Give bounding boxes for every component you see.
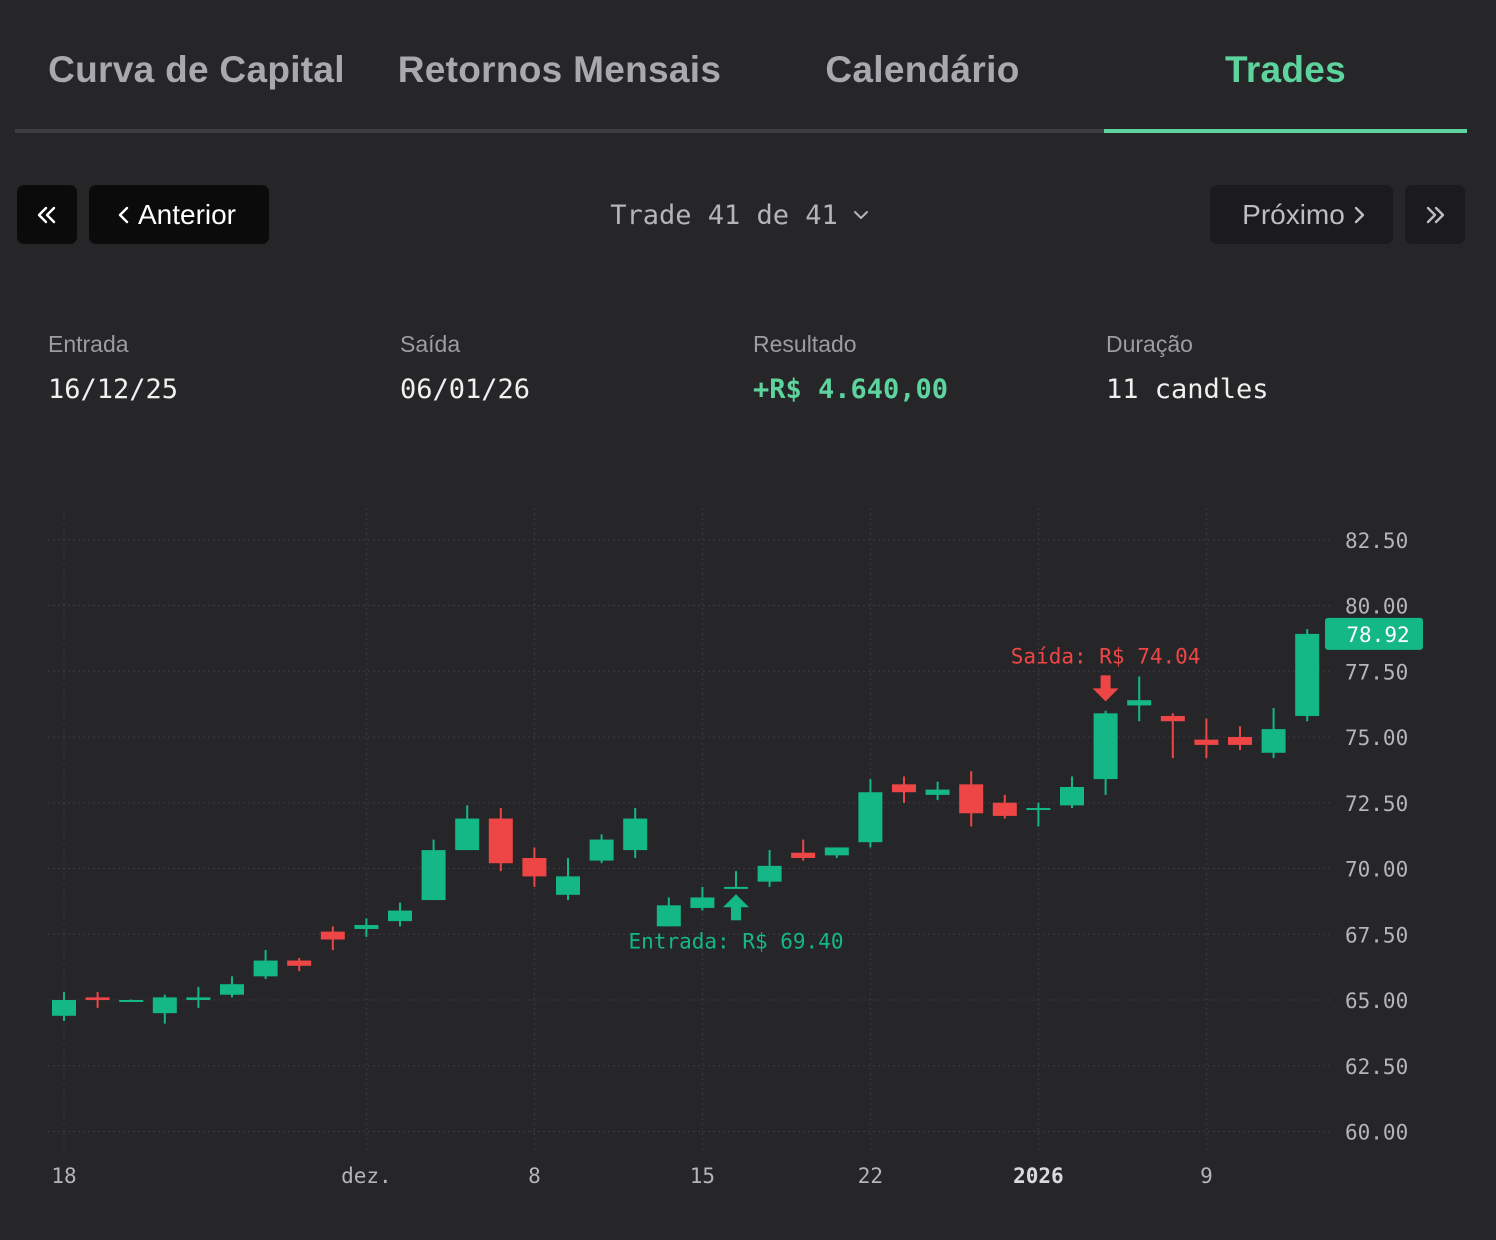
y-tick-label: 60.00 [1345,1121,1408,1145]
candle-body [959,784,984,814]
candle-body [589,839,614,861]
candle-body [1060,786,1084,806]
candle-body [52,1000,76,1016]
y-tick-label: 77.50 [1345,660,1408,684]
last-price-badge [1325,617,1423,650]
last-trade-button[interactable] [1405,185,1465,244]
exit-arrow-icon [1092,675,1119,702]
candle-body [455,818,480,851]
candle-body [656,905,681,927]
x-tick-label: 8 [528,1164,541,1188]
candle-body [1295,633,1320,716]
stat-result-value: +R$ 4.640,00 [753,374,949,405]
stat-exit-value: 06/01/26 [400,374,531,405]
tab-monthly-returns[interactable]: Retornos Mensais [397,49,722,90]
first-trade-button[interactable] [17,185,77,244]
candle-body [1261,729,1286,753]
stat-entry-value: 16/12/25 [48,374,179,405]
candle-body [1228,737,1252,745]
y-tick-label: 80.00 [1345,595,1408,619]
y-tick-label: 70.00 [1345,858,1408,882]
entry-arrow-icon [723,894,749,921]
double-chevron-left-icon [36,204,58,226]
y-tick-label: 62.50 [1345,1055,1408,1079]
candle-body [320,931,345,940]
y-tick-label: 72.50 [1345,792,1408,816]
candle-body [791,852,816,858]
y-tick-label: 65.00 [1345,989,1408,1013]
candle-body [757,865,782,882]
chevron-down-icon [852,209,870,221]
tab-trades[interactable]: Trades [1224,49,1347,90]
next-trade-label: Próximo [1242,198,1345,230]
stat-duration-label: Duração [1106,331,1193,357]
candle-body [85,997,110,1000]
last-price-label: 78.92 [1346,623,1409,647]
chevron-left-icon [116,204,132,226]
stat-entry: Entrada 16/12/25 [48,328,178,410]
candle-body [724,886,748,889]
candle-body [253,960,278,977]
candle-body [1127,700,1152,706]
x-tick-label: 15 [690,1164,715,1188]
x-tick-label: 9 [1200,1164,1213,1188]
candle-body [152,997,177,1014]
stat-entry-label: Entrada [48,331,129,357]
candle-body [992,802,1017,816]
candle-body [220,984,244,995]
previous-trade-label: Anterior [137,198,237,230]
candle-body [858,792,883,843]
candle-body [186,997,211,1000]
candle-body [388,910,412,922]
tab-equity-curve[interactable]: Curva de Capital [48,49,345,90]
candle-body [623,818,648,851]
tab-calendar[interactable]: Calendário [825,49,1020,90]
candle-body [421,850,446,901]
candle-body [824,847,849,856]
candle-body [690,897,715,908]
tab-bar: Curva de Capital Retornos Mensais Calend… [15,0,1467,134]
candle-body [488,818,513,864]
candle-body [119,1000,144,1002]
candle-body [1093,713,1118,780]
next-trade-button[interactable]: Próximo [1210,185,1393,244]
y-tick-label: 75.00 [1345,726,1408,750]
double-chevron-right-icon [1424,204,1446,226]
x-tick-label: 2026 [1013,1164,1064,1188]
stat-duration: Duração 11 candles [1106,328,1269,410]
y-tick-label: 82.50 [1345,529,1408,553]
x-tick-label: 22 [858,1164,883,1188]
candle-body [287,960,312,966]
candle-body [1160,715,1185,722]
active-tab-indicator [1104,129,1467,133]
stat-result-label: Resultado [753,331,857,357]
tab-divider [15,129,1467,133]
candle-body [522,857,547,877]
price-chart[interactable]: 60.00 62.50 65.00 67.50 70.00 72.50 75.00 77.50… [0,490,1496,1210]
x-tick-label: 18 [51,1164,76,1188]
stat-exit: Saída 06/01/26 [400,328,530,410]
chevron-right-icon [1351,204,1367,226]
previous-trade-button[interactable]: Anterior [89,185,269,244]
entry-marker-label: Entrada: R$ 69.40 [629,929,844,953]
stat-exit-label: Saída [400,331,461,357]
candle-body [556,876,580,895]
y-tick-label: 67.50 [1345,923,1408,947]
exit-marker-label: Saída: R$ 74.04 [1011,644,1201,668]
candle-body [1026,808,1051,811]
trade-selector-label: Trade 41 de 41 [610,199,838,231]
stat-duration-value: 11 candles [1106,374,1269,405]
candle-body [892,784,916,793]
x-tick-label: dez. [341,1164,392,1188]
trade-selector[interactable]: Trade 41 de 41 [560,190,920,240]
stat-result: Resultado +R$ 4.640,00 [753,328,948,410]
candle-body [354,925,379,929]
candle-body [925,789,950,795]
candle-body [1194,739,1219,745]
